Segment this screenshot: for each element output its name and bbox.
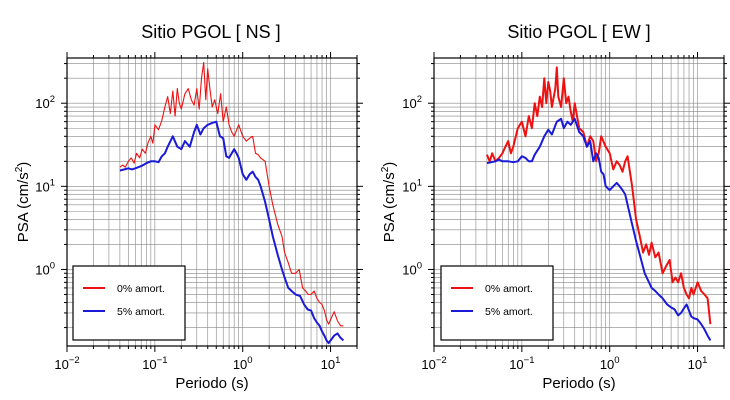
y-axis-label-main: PSA (cm/s — [381, 172, 398, 242]
y-tick-label: 102 — [402, 94, 422, 111]
series-line-damped — [119, 120, 345, 345]
x-tick-label-exp: 0 — [247, 355, 252, 366]
y-tick-label: 102 — [35, 94, 55, 111]
legend-box — [72, 265, 186, 341]
x-tick-label-exp: 1 — [335, 355, 340, 366]
x-tick-label-base: 10 — [600, 357, 614, 372]
x-tick-label: 10−2 — [421, 355, 446, 372]
x-tick-label-exp: −1 — [157, 355, 168, 366]
x-tick-label-base: 10 — [54, 357, 68, 372]
chart-title: Sitio PGOL [ NS ] — [141, 22, 280, 42]
series-line-damped — [486, 117, 712, 341]
chart-panel-ew: Sitio PGOL [ EW ]10−2 10−1 100 101100101102… — [380, 22, 730, 392]
y-axis-label-sup: 2 — [14, 166, 25, 172]
x-tick-label-base: 10 — [421, 357, 435, 372]
x-tick-label-base: 10 — [509, 357, 523, 372]
y-tick-label-exp: 1 — [50, 177, 55, 188]
x-axis-label: Periodo (s) — [175, 375, 248, 392]
tick-marks — [61, 52, 363, 352]
chart-title: Sitio PGOL [ EW ] — [507, 22, 650, 42]
legend-label: 0% amort. — [485, 283, 533, 295]
x-tick-label: 101 — [321, 355, 341, 372]
tick-marks — [428, 52, 730, 352]
legend: 0% amort. 5% amort. — [72, 265, 186, 341]
chart-panel-ns: Sitio PGOL [ NS ]10−2 10−1 100 101100101102… — [14, 22, 363, 392]
y-tick-label-exp: 0 — [417, 260, 422, 271]
x-tick-label-exp: 1 — [702, 355, 707, 366]
y-axis-label: PSA (cm/s2) — [14, 162, 32, 243]
plot-frame — [66, 57, 358, 347]
y-axis-label-main: PSA (cm/s — [15, 172, 32, 242]
y-tick-label-base: 10 — [402, 96, 416, 111]
y-tick-label-base: 10 — [402, 179, 416, 194]
y-tick-label: 101 — [35, 177, 55, 194]
y-tick-label-base: 10 — [402, 262, 416, 277]
x-tick-label-base: 10 — [688, 357, 702, 372]
x-tick-label: 101 — [688, 355, 708, 372]
y-tick-label-exp: 0 — [50, 260, 55, 271]
y-axis-label-sup: 2 — [380, 166, 391, 172]
series-line-undamped — [119, 61, 344, 327]
y-tick-label: 101 — [402, 177, 422, 194]
x-tick-label: 100 — [233, 355, 253, 372]
x-tick-label-base: 10 — [233, 357, 247, 372]
y-tick-label-exp: 2 — [417, 94, 422, 105]
x-tick-label-exp: −2 — [436, 355, 447, 366]
x-tick-label-exp: 0 — [614, 355, 619, 366]
y-tick-label: 100 — [402, 260, 422, 277]
y-tick-label-base: 10 — [35, 96, 49, 111]
y-tick-label-exp: 2 — [50, 94, 55, 105]
grid-lines — [66, 58, 358, 346]
series-group — [119, 61, 345, 345]
legend-label: 5% amort. — [485, 306, 533, 318]
plot-frame — [433, 57, 725, 347]
y-axis-label-close: ) — [15, 162, 32, 167]
x-axis-label: Periodo (s) — [542, 375, 615, 392]
legend-label: 5% amort. — [117, 306, 165, 318]
x-tick-label: 100 — [600, 355, 620, 372]
legend: 0% amort. 5% amort. — [440, 265, 554, 341]
x-tick-label: 10−1 — [509, 355, 534, 372]
x-tick-label-exp: −1 — [524, 355, 535, 366]
x-tick-label-exp: −2 — [69, 355, 80, 366]
x-tick-label-base: 10 — [321, 357, 335, 372]
y-tick-label-exp: 1 — [417, 177, 422, 188]
x-tick-label-base: 10 — [142, 357, 156, 372]
series-group — [485, 66, 712, 341]
x-tick-label: 10−1 — [142, 355, 167, 372]
x-tick-label: 10−2 — [54, 355, 79, 372]
legend-box — [440, 265, 554, 341]
y-axis-label: PSA (cm/s2) — [380, 162, 398, 243]
y-tick-label-base: 10 — [35, 179, 49, 194]
y-axis-label-close: ) — [381, 162, 398, 167]
series-line-undamped — [485, 66, 712, 325]
legend-label: 0% amort. — [117, 283, 165, 295]
y-tick-label-base: 10 — [35, 262, 49, 277]
y-tick-label: 100 — [35, 260, 55, 277]
